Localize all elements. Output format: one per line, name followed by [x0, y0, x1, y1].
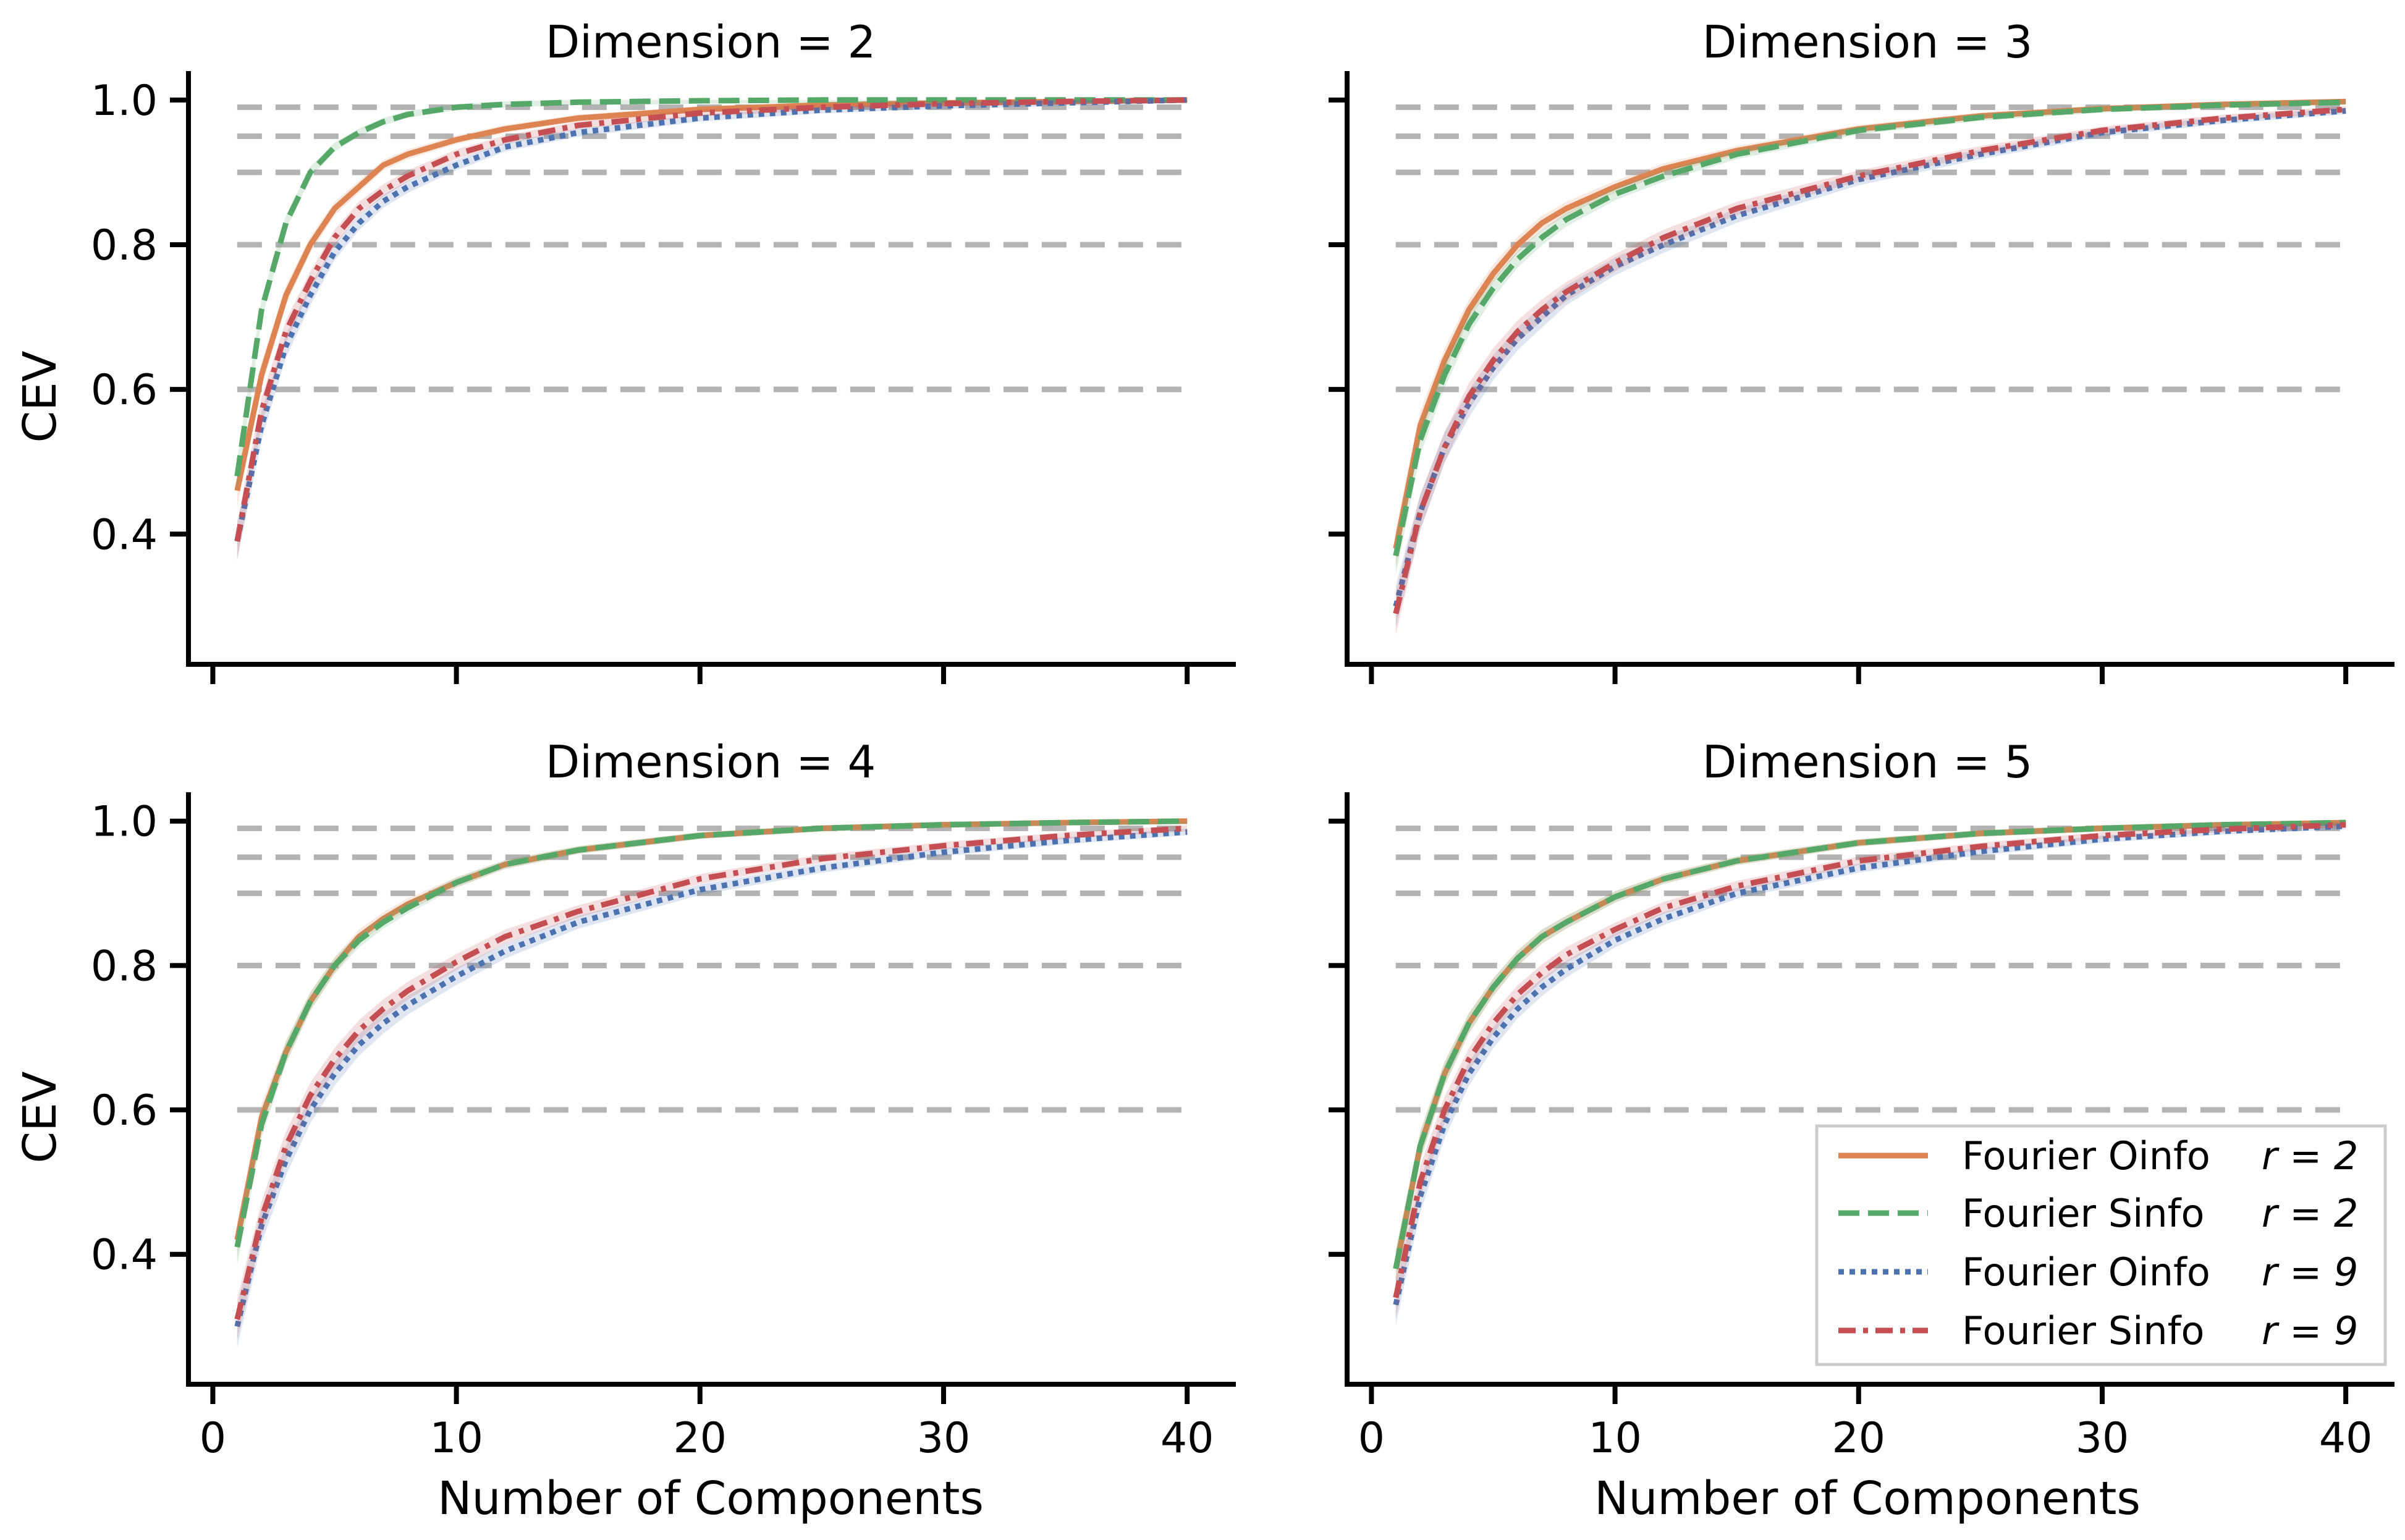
series-line: [234, 829, 1188, 1327]
confidence-band: [1395, 106, 2346, 635]
series-line: [1393, 819, 2346, 1269]
legend-box: [1815, 1124, 2387, 1366]
x-tick-label: 20: [674, 1414, 727, 1463]
series-line: [234, 97, 1188, 491]
x-tick-label: 30: [2076, 1414, 2129, 1463]
series-group: [1393, 819, 2346, 1326]
x-tick-label: 10: [1588, 1414, 1642, 1463]
legend-entry: Fourier Oinfo r = 2: [1838, 1133, 2358, 1178]
confidence-band: [237, 829, 1188, 1348]
confidence-band: [237, 99, 1188, 493]
panel-title: Dimension = 3: [1702, 16, 2033, 68]
x-tick-label: 0: [200, 1414, 226, 1463]
panel-dimension-4: Dimension = 4 CEV Number of Components 0…: [14, 736, 1236, 1525]
y-tick-label: 0.4: [91, 510, 158, 559]
y-axis-label: CEV: [14, 1071, 67, 1163]
legend-r-value: r = 2: [2262, 1191, 2358, 1236]
y-tick-label: 1.0: [91, 798, 158, 847]
panel-dimension-3: Dimension = 3: [1329, 16, 2394, 684]
legend-r-value: r = 9: [2262, 1250, 2358, 1295]
series-line: [1393, 106, 2346, 615]
confidence-band: [237, 825, 1188, 1340]
panel-title: Dimension = 2: [546, 16, 876, 68]
legend-label: Fourier Sinfo: [1962, 1191, 2204, 1236]
legend-label: Fourier Sinfo: [1962, 1308, 2204, 1353]
series-line: [234, 818, 1188, 1248]
x-tick-label: 40: [2319, 1414, 2373, 1463]
legend-r-value: r = 2: [2262, 1133, 2358, 1178]
panel-dimension-2: Dimension = 2 CEV 0.4 0.6 0.8 1.0: [14, 16, 1236, 684]
x-tick-label: 30: [917, 1414, 971, 1463]
y-tick-label: 0.4: [91, 1231, 158, 1280]
legend-entry: Fourier Sinfo r = 9: [1838, 1308, 2358, 1353]
y-tick-label: 0.8: [91, 942, 158, 991]
series-line: [1393, 822, 2346, 1298]
confidence-band: [1395, 108, 2346, 628]
legend-entry: Fourier Sinfo r = 2: [1838, 1191, 2358, 1236]
x-tick-label: 0: [1358, 1414, 1385, 1463]
series-group: [234, 97, 1188, 561]
x-axis-label: Number of Components: [437, 1472, 984, 1525]
legend-entry: Fourier Oinfo r = 9: [1838, 1250, 2358, 1295]
series-line: [234, 97, 1188, 477]
x-tick-label: 20: [1832, 1414, 1886, 1463]
legend-r-value: r = 9: [2262, 1308, 2358, 1353]
legend-label: Fourier Oinfo: [1962, 1250, 2210, 1295]
series-line: [234, 97, 1188, 542]
y-tick-label: 0.6: [91, 366, 158, 415]
legend-label: Fourier Oinfo: [1962, 1133, 2210, 1178]
series-group: [234, 818, 1188, 1348]
series-line: [1393, 823, 2346, 1306]
series-line: [1393, 99, 2346, 557]
x-tick-label: 10: [429, 1414, 483, 1463]
series-line: [1393, 108, 2346, 607]
x-axis-label: Number of Components: [1594, 1472, 2141, 1525]
y-tick-label: 0.8: [91, 221, 158, 270]
panel-title: Dimension = 5: [1702, 736, 2033, 788]
series-group: [1393, 98, 2346, 635]
confidence-band: [237, 99, 1188, 508]
panel-title: Dimension = 4: [546, 736, 876, 788]
series-line: [234, 825, 1188, 1320]
legend: Fourier Oinfo r = 2 Fourier Sinfo r = 2 …: [1815, 1124, 2387, 1366]
y-axis-label: CEV: [14, 350, 67, 442]
y-tick-label: 1.0: [91, 77, 158, 125]
panel-dimension-5: Dimension = 5 Number of Components 0 10 20…: [1329, 736, 2394, 1525]
y-tick-label: 0.6: [91, 1086, 158, 1135]
x-tick-label: 40: [1160, 1414, 1214, 1463]
